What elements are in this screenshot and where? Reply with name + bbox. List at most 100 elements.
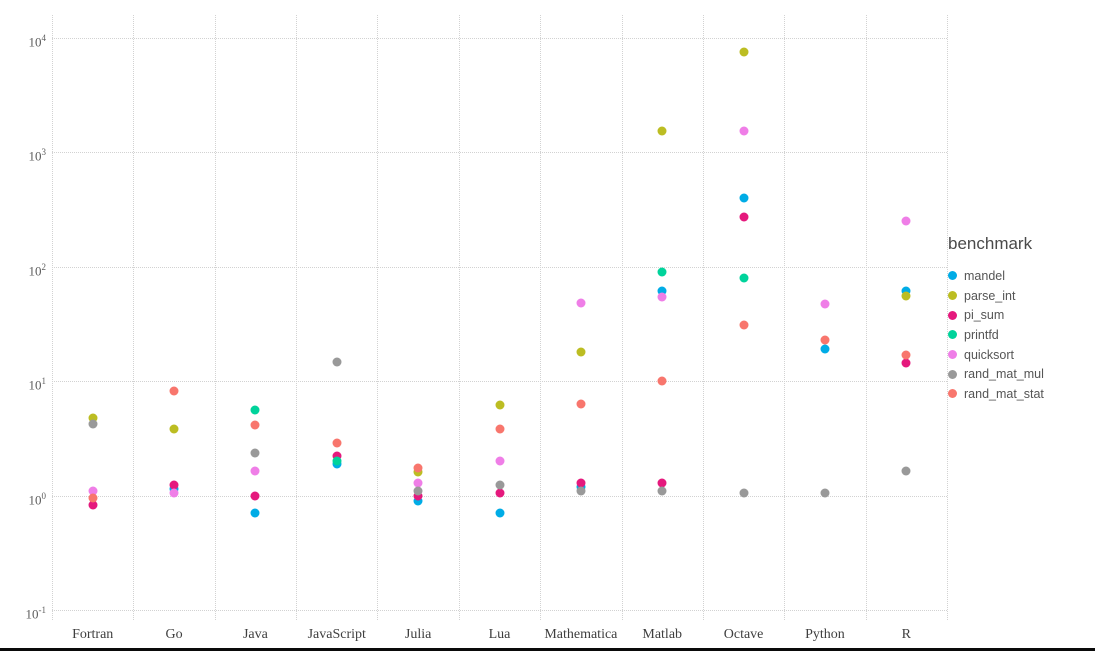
point-pi_sum-Lua <box>495 488 504 498</box>
legend-dot-pi_sum <box>948 310 957 320</box>
gridline-horizontal <box>52 610 947 611</box>
point-quicksort-Matlab <box>657 292 667 301</box>
legend-label-mandel: mandel <box>964 268 1005 283</box>
x-category-label: JavaScript <box>307 627 366 642</box>
point-rand_mat_stat-Mathematica <box>576 399 586 409</box>
gridline-horizontal <box>52 38 947 39</box>
point-pi_sum-Go <box>169 480 179 489</box>
legend-label-quicksort: quicksort <box>964 347 1015 362</box>
point-rand_mat_stat-Matlab <box>657 376 667 386</box>
legend-label-parse_int: parse_int <box>964 288 1016 303</box>
legend-title: benchmark <box>948 234 1033 253</box>
point-rand_mat_mul-JavaScript <box>332 357 342 367</box>
gridline-vertical <box>214 15 216 620</box>
x-category-label: Octave <box>723 627 764 642</box>
point-printfd-Octave <box>739 273 749 283</box>
gridline-vertical <box>540 15 542 620</box>
point-quicksort-Go <box>169 488 179 498</box>
gridline-vertical <box>947 15 948 620</box>
point-quicksort-Python <box>820 299 830 309</box>
x-category-label: Julia <box>404 627 432 642</box>
point-pi_sum-Mathematica <box>576 478 586 488</box>
legend-item-parse_int: parse_int <box>948 286 1093 306</box>
legend-dot-rand_mat_stat <box>948 389 957 399</box>
point-rand_mat_mul-Python <box>820 488 830 498</box>
point-rand_mat_mul-R <box>901 466 911 476</box>
point-mandel-Lua <box>495 508 504 518</box>
point-quicksort-Java <box>250 466 260 476</box>
gridline-vertical <box>458 15 460 620</box>
x-category-label: R <box>901 627 911 642</box>
legend-dot-rand_mat_mul <box>948 369 957 379</box>
y-tick-label: 102 <box>28 261 47 279</box>
point-parse_int-Matlab <box>657 126 667 136</box>
gridline-vertical <box>784 15 786 620</box>
point-rand_mat_stat-JavaScript <box>332 438 342 448</box>
gridline-vertical <box>52 15 53 620</box>
gridline-horizontal <box>52 381 947 383</box>
point-rand_mat_mul-Java <box>250 448 260 458</box>
point-rand_mat_stat-Lua <box>495 424 504 434</box>
point-pi_sum-R <box>901 358 911 368</box>
point-pi_sum-JavaScript <box>332 451 342 461</box>
point-mandel-Java <box>250 508 260 518</box>
legend-dot-parse_int <box>948 291 957 301</box>
y-tick-label: 104 <box>28 33 47 50</box>
point-rand_mat_mul-Julia <box>413 486 423 496</box>
y-tick-label: 103 <box>28 147 47 164</box>
point-quicksort-R <box>901 216 911 226</box>
point-pi_sum-Java <box>250 491 260 501</box>
point-parse_int-Go <box>169 424 179 434</box>
point-rand_mat_stat-Java <box>250 420 260 430</box>
point-pi_sum-Octave <box>739 212 749 222</box>
legend-item-mandel: mandel <box>948 266 1093 286</box>
point-pi_sum-Fortran <box>88 500 98 510</box>
point-pi_sum-Julia <box>413 491 423 501</box>
point-parse_int-Fortran <box>88 413 98 423</box>
point-rand_mat_stat-Python <box>820 335 830 345</box>
point-rand_mat_stat-Julia <box>413 463 423 473</box>
gridline-vertical <box>377 15 379 620</box>
point-rand_mat_mul-Fortran <box>88 419 98 429</box>
point-pi_sum-Matlab <box>657 478 667 488</box>
point-rand_mat_stat-Octave <box>739 320 749 330</box>
legend-item-rand_mat_mul: rand_mat_mul <box>948 364 1093 384</box>
gridline-vertical <box>865 15 867 620</box>
legend-label-printfd: printfd <box>964 327 999 342</box>
gridline-horizontal <box>52 152 947 154</box>
point-mandel-Python <box>820 344 830 354</box>
point-mandel-Julia <box>413 496 423 506</box>
legend-label-pi_sum: pi_sum <box>964 308 1005 323</box>
point-rand_mat_mul-Mathematica <box>576 486 586 496</box>
point-rand_mat_stat-Fortran <box>88 493 98 503</box>
x-category-label: Python <box>805 627 845 642</box>
y-tick-label: 100 <box>28 490 47 507</box>
legend-dot-mandel <box>948 271 957 281</box>
point-mandel-R <box>901 286 911 296</box>
legend-dot-printfd <box>948 330 957 340</box>
gridline-vertical <box>702 15 704 620</box>
x-category-label: Go <box>165 627 183 642</box>
point-quicksort-Julia <box>413 478 423 488</box>
x-category-label: Lua <box>488 627 511 642</box>
point-quicksort-Mathematica <box>576 298 586 308</box>
point-printfd-JavaScript <box>332 456 342 466</box>
point-quicksort-Lua <box>495 456 504 466</box>
point-rand_mat_stat-Go <box>169 386 179 396</box>
gridline-vertical <box>621 15 623 620</box>
point-mandel-Matlab <box>657 286 667 296</box>
point-quicksort-Fortran <box>88 486 98 496</box>
point-quicksort-Octave <box>739 126 749 136</box>
legend-item-printfd: printfd <box>948 325 1093 345</box>
legend-label-rand_mat_mul: rand_mat_mul <box>964 367 1044 382</box>
point-rand_mat_mul-Octave <box>739 488 749 498</box>
x-category-label: Java <box>242 627 268 642</box>
y-tick-label: 101 <box>28 376 47 393</box>
window-bottom-edge <box>0 648 1095 651</box>
legend-label-rand_mat_stat: rand_mat_stat <box>964 386 1044 401</box>
point-rand_mat_mul-Matlab <box>657 486 667 496</box>
legend-item-rand_mat_stat: rand_mat_stat <box>948 384 1093 404</box>
